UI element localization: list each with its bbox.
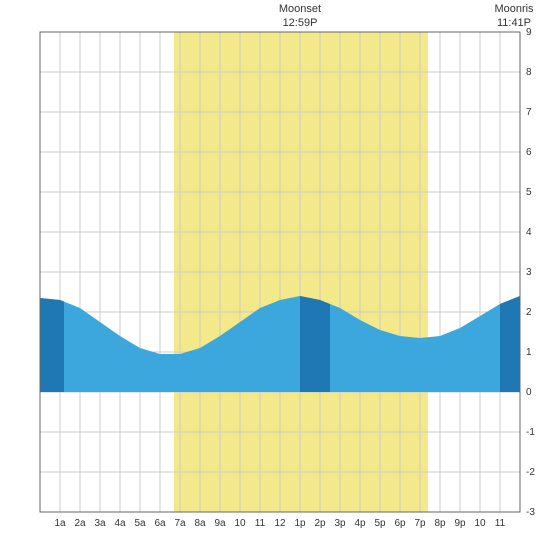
svg-text:6p: 6p [394, 518, 406, 529]
moonset-time: 12:59P [270, 16, 330, 30]
svg-text:4a: 4a [114, 518, 126, 529]
moonset-annotation: Moonset 12:59P [270, 2, 330, 31]
svg-text:12: 12 [274, 518, 286, 529]
svg-text:4: 4 [526, 227, 532, 238]
svg-text:7a: 7a [174, 518, 186, 529]
svg-text:6: 6 [526, 147, 532, 158]
svg-text:9a: 9a [214, 518, 226, 529]
svg-text:1p: 1p [294, 518, 306, 529]
svg-text:5a: 5a [134, 518, 146, 529]
svg-text:3p: 3p [334, 518, 346, 529]
svg-text:-1: -1 [526, 427, 535, 438]
svg-text:2: 2 [526, 307, 532, 318]
tide-chart: -3-2-101234567891a2a3a4a5a6a7a8a9a101112… [0, 0, 550, 550]
svg-text:4p: 4p [354, 518, 366, 529]
svg-text:8p: 8p [434, 518, 446, 529]
moonset-label: Moonset [270, 2, 330, 16]
svg-text:-2: -2 [526, 467, 535, 478]
svg-text:3a: 3a [94, 518, 106, 529]
moonrise-annotation: Moonris 11:41P [484, 2, 544, 31]
svg-text:5p: 5p [374, 518, 386, 529]
svg-text:1a: 1a [54, 518, 66, 529]
moonrise-label: Moonris [484, 2, 544, 16]
svg-text:2a: 2a [74, 518, 86, 529]
svg-text:11: 11 [495, 518, 506, 529]
moonrise-time: 11:41P [484, 16, 544, 30]
svg-text:10: 10 [474, 518, 486, 529]
svg-text:7p: 7p [414, 518, 426, 529]
svg-text:11: 11 [255, 518, 266, 529]
svg-text:8a: 8a [194, 518, 206, 529]
svg-text:5: 5 [526, 187, 532, 198]
svg-text:7: 7 [526, 107, 532, 118]
svg-text:-3: -3 [526, 507, 535, 518]
svg-text:9p: 9p [454, 518, 466, 529]
svg-text:8: 8 [526, 67, 532, 78]
svg-text:1: 1 [526, 347, 532, 358]
svg-text:10: 10 [234, 518, 246, 529]
svg-text:2p: 2p [314, 518, 326, 529]
svg-text:3: 3 [526, 267, 532, 278]
svg-text:6a: 6a [154, 518, 166, 529]
svg-text:0: 0 [526, 387, 532, 398]
chart-svg: -3-2-101234567891a2a3a4a5a6a7a8a9a101112… [0, 0, 550, 550]
